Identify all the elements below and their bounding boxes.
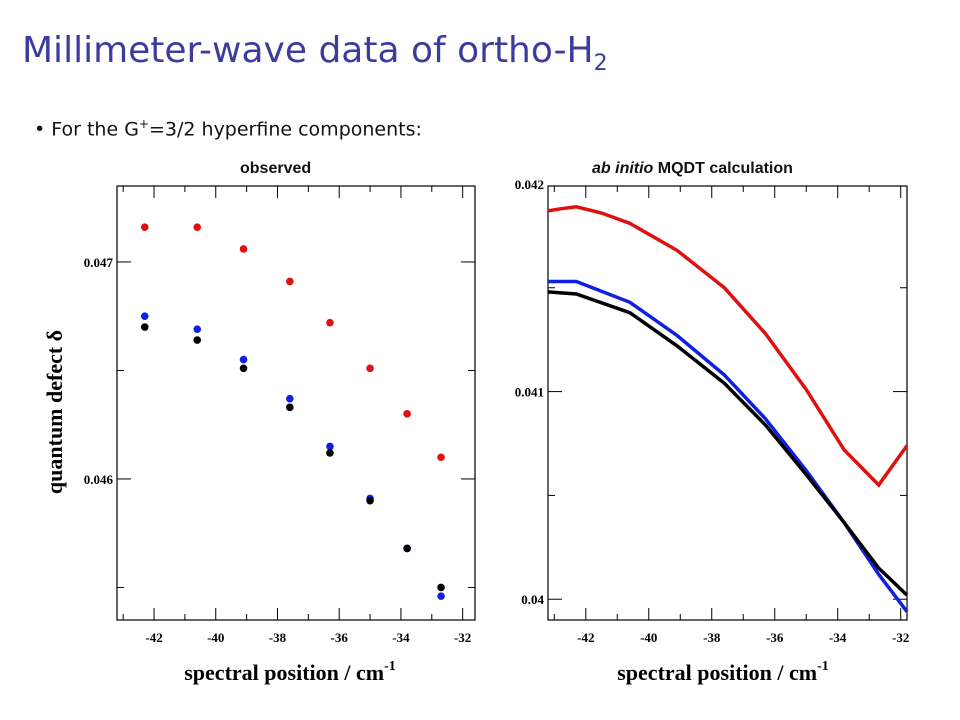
slide-title: Millimeter-wave data of ortho-H2	[22, 30, 608, 76]
left-data-point-black	[286, 403, 294, 412]
left-y-tick-label: 0.047	[84, 255, 114, 270]
right-x-tick-label: -42	[577, 630, 594, 645]
right-x-axis-label-text: spectral position / cm	[617, 660, 817, 685]
left-x-tick-label: -38	[269, 630, 287, 645]
right-y-tick-label: 0.04	[521, 592, 544, 607]
left-data-point-black	[403, 544, 411, 553]
left-data-point-red	[366, 364, 374, 373]
left-data-point-red	[286, 277, 294, 286]
left-data-point-black	[239, 364, 248, 373]
right-x-axis-label-superscript: -1	[817, 659, 829, 674]
left-x-axis-label-superscript: -1	[384, 659, 396, 674]
right-x-tick-label: -36	[766, 630, 784, 645]
left-data-point-red	[193, 223, 202, 232]
left-x-tick-label: -36	[331, 630, 349, 645]
left-data-point-red	[437, 453, 445, 462]
right-x-tick-label: -38	[703, 630, 721, 645]
left-y-axis-label: quantum defect δ	[42, 330, 67, 494]
left-data-point-black	[366, 496, 374, 505]
bullet-item: • For the G+=3/2 hyperfine components:	[34, 117, 422, 141]
right-series-line-blue	[548, 279, 909, 613]
bullet-text-suffix: =3/2 hyperfine components:	[148, 118, 422, 141]
left-data-point-blue	[437, 592, 445, 600]
left-data-point-blue	[326, 442, 334, 451]
left-x-tick-label: -40	[207, 630, 224, 645]
left-data-point-blue	[193, 325, 202, 334]
right-x-tick-label: -32	[892, 630, 909, 645]
left-data-point-red	[239, 245, 248, 253]
left-x-tick-label: -34	[392, 630, 410, 645]
right-x-tick-label: -34	[829, 630, 847, 645]
left-x-tick-label: -32	[454, 630, 471, 645]
right-chart: -42 -40 -38 -36 -34 -32 0.04 0.041 0.042	[515, 177, 910, 645]
right-series-line-black	[547, 290, 909, 597]
left-data-point-red	[403, 410, 411, 418]
right-chart-title-rest: MQDT calculation	[657, 160, 793, 177]
left-data-point-black	[140, 323, 149, 331]
left-plot-frame	[116, 185, 476, 621]
right-chart-title-italic: ab initio	[592, 160, 654, 177]
left-data-point-red	[140, 223, 149, 232]
left-x-tick-label: -42	[145, 630, 162, 645]
left-y-tick-label: 0.046	[84, 472, 114, 487]
left-x-axis-label-text: spectral position / cm	[184, 660, 384, 685]
right-x-axis-label: spectral position / cm-1	[617, 659, 829, 685]
bullet-superscript: +	[138, 117, 149, 131]
right-y-tick-label: 0.042	[515, 177, 544, 192]
right-x-tick-label: -40	[640, 630, 657, 645]
left-data-point-blue	[140, 312, 149, 321]
left-data-point-blue	[286, 394, 294, 403]
bullet-text-prefix: For the G	[51, 118, 139, 141]
left-data-point-black	[193, 336, 202, 344]
left-x-axis-label: spectral position / cm-1	[184, 659, 396, 685]
right-chart-title: ab initio MQDT calculation	[592, 160, 793, 178]
left-chart: -42 -40 -38 -36 -34 -32 0.046 0.047	[84, 185, 476, 645]
right-plot-frame	[547, 185, 908, 621]
left-data-point-blue	[239, 355, 248, 364]
right-y-tick-label: 0.041	[515, 385, 544, 400]
right-series-line-red	[547, 205, 909, 488]
left-data-point-red	[326, 318, 334, 327]
slide-title-text: Millimeter-wave data of ortho-H	[22, 30, 594, 71]
left-chart-title: observed	[240, 160, 312, 177]
left-data-point-black	[326, 449, 334, 457]
slide-title-subscript: 2	[593, 51, 608, 77]
left-data-point-black	[437, 583, 445, 592]
